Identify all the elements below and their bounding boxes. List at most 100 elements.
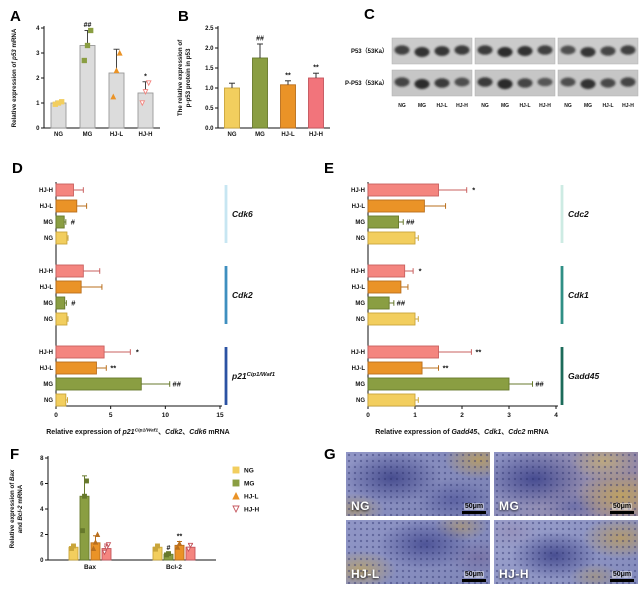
svg-text:Bax: Bax — [84, 564, 96, 571]
svg-text:NG: NG — [44, 317, 53, 323]
svg-text:##: ## — [256, 36, 264, 43]
svg-text:P53（53Ka）: P53（53Ka） — [351, 47, 388, 55]
svg-text:NG: NG — [481, 103, 489, 109]
svg-text:HJ-L: HJ-L — [602, 103, 613, 109]
svg-text:2: 2 — [36, 76, 40, 82]
scale-bar-line — [462, 511, 486, 514]
svg-text:##: ## — [84, 22, 92, 29]
svg-text:4: 4 — [40, 507, 44, 513]
svg-text:NG: NG — [244, 467, 254, 474]
scale-text: 50μm — [611, 503, 633, 510]
scale-text: 50μm — [611, 571, 633, 578]
histology-image-mg: MG 50μm — [494, 452, 638, 516]
histology-label-ng: NG — [351, 499, 370, 513]
svg-text:10: 10 — [162, 412, 170, 419]
svg-text:Cdk1: Cdk1 — [568, 290, 589, 300]
svg-text:*: * — [419, 267, 422, 276]
svg-text:0: 0 — [54, 412, 58, 419]
svg-text:and Bcl-2 mRNA: and Bcl-2 mRNA — [17, 484, 24, 533]
svg-text:MG: MG — [501, 103, 509, 109]
svg-text:p21Cip1/Waf1: p21Cip1/Waf1 — [231, 371, 275, 381]
svg-text:1: 1 — [36, 101, 40, 107]
svg-text:MG: MG — [255, 132, 265, 138]
svg-text:0.5: 0.5 — [205, 106, 214, 112]
svg-text:MG: MG — [43, 382, 53, 388]
svg-text:#: # — [167, 545, 171, 552]
panel-e-letter: E — [324, 160, 335, 177]
svg-text:HJ-H: HJ-H — [309, 132, 323, 138]
svg-text:**: ** — [443, 364, 449, 373]
svg-text:0: 0 — [366, 412, 370, 419]
svg-text:HJ-H: HJ-H — [351, 350, 365, 356]
panel-f-bar-chart: 0 2 4 6 8 Bax # ** Bcl-2 Relative expression of B… — [9, 456, 259, 571]
svg-text:4: 4 — [554, 412, 558, 419]
svg-text:Cdk6: Cdk6 — [232, 209, 253, 219]
svg-text:Relative expression of Bax: Relative expression of Bax — [9, 469, 16, 548]
scale-bar-line — [462, 579, 486, 582]
svg-text:NG: NG — [54, 132, 63, 138]
svg-text:**: ** — [475, 348, 481, 357]
svg-text:HJ-L: HJ-L — [436, 103, 447, 109]
svg-text:**: ** — [313, 65, 319, 72]
svg-text:NG: NG — [44, 398, 53, 404]
svg-text:*: * — [136, 348, 139, 357]
svg-text:0: 0 — [40, 558, 44, 564]
panel-c-letter: C — [364, 6, 375, 23]
svg-text:8: 8 — [40, 456, 44, 462]
svg-text:1: 1 — [413, 412, 417, 419]
scale-text: 50μm — [463, 571, 485, 578]
scale-bar-hjl: 50μm — [462, 571, 486, 582]
svg-text:HJ-H: HJ-H — [539, 103, 551, 109]
svg-text:NG: NG — [356, 236, 365, 242]
svg-text:HJ-L: HJ-L — [519, 103, 530, 109]
scale-text: 50μm — [463, 503, 485, 510]
svg-text:1.5: 1.5 — [205, 66, 214, 72]
histology-image-ng: NG 50μm — [346, 452, 490, 516]
svg-text:2.5: 2.5 — [205, 26, 214, 32]
svg-text:HJ-H: HJ-H — [622, 103, 634, 109]
svg-text:HJ-L: HJ-L — [281, 132, 295, 138]
panel-a-bar-chart: 0 1 2 3 4 NG ## MG HJ-L * HJ-H Relative expression … — [11, 22, 160, 138]
svg-text:HJ-H: HJ-H — [138, 132, 152, 138]
svg-text:MG: MG — [244, 480, 254, 487]
svg-text:NG: NG — [44, 236, 53, 242]
svg-text:HJ-H: HJ-H — [351, 269, 365, 275]
svg-text:0: 0 — [36, 126, 40, 132]
panel-g-letter: G — [324, 446, 336, 463]
panel-f-letter: F — [10, 446, 20, 463]
svg-text:MG: MG — [418, 103, 426, 109]
svg-text:Cdk2: Cdk2 — [232, 290, 253, 300]
svg-text:Gadd45: Gadd45 — [568, 371, 599, 381]
svg-text:HJ-H: HJ-H — [39, 269, 53, 275]
svg-text:HJ-L: HJ-L — [352, 366, 366, 372]
svg-text:MG: MG — [43, 301, 53, 307]
panel-d-letter: D — [12, 160, 23, 177]
svg-text:*: * — [472, 186, 475, 195]
svg-text:2: 2 — [40, 533, 44, 539]
panel-a-letter: A — [10, 8, 21, 25]
scale-bar-ng: 50μm — [462, 503, 486, 514]
svg-text:#: # — [71, 218, 76, 227]
svg-text:2.0: 2.0 — [205, 46, 214, 52]
svg-text:MG: MG — [584, 103, 592, 109]
scale-bar-line — [610, 579, 634, 582]
scale-bar-hjh: 50μm — [610, 571, 634, 582]
svg-text:*: * — [144, 73, 147, 80]
svg-text:HJ-L: HJ-L — [40, 366, 54, 372]
svg-text:**: ** — [285, 72, 291, 79]
svg-text:15: 15 — [216, 412, 224, 419]
panel-b-bar-chart: 0.0 0.5 1.0 1.5 2.0 2.5 NG ## MG ** HJ-L ** HJ-H The … — [177, 26, 330, 138]
svg-text:#: # — [71, 299, 76, 308]
svg-text:The relative expression of: The relative expression of — [177, 39, 184, 116]
svg-text:NG: NG — [356, 398, 365, 404]
scale-bar-mg: 50μm — [610, 503, 634, 514]
panel-b-letter: B — [178, 8, 189, 25]
svg-text:MG: MG — [43, 220, 53, 226]
panel-e-hbar-chart: 0 1 2 3 4 HJ-H * HJ-L MG ## NG Cdc2 HJ-H * HJ-L MG ## NG C… — [351, 182, 599, 436]
svg-text:HJ-H: HJ-H — [456, 103, 468, 109]
svg-text:3: 3 — [507, 412, 511, 419]
histology-label-hjh: HJ-H — [499, 567, 530, 581]
svg-text:1.0: 1.0 — [205, 86, 214, 92]
svg-text:Bcl-2: Bcl-2 — [166, 564, 182, 571]
histology-image-hjh: HJ-H 50μm — [494, 520, 638, 584]
